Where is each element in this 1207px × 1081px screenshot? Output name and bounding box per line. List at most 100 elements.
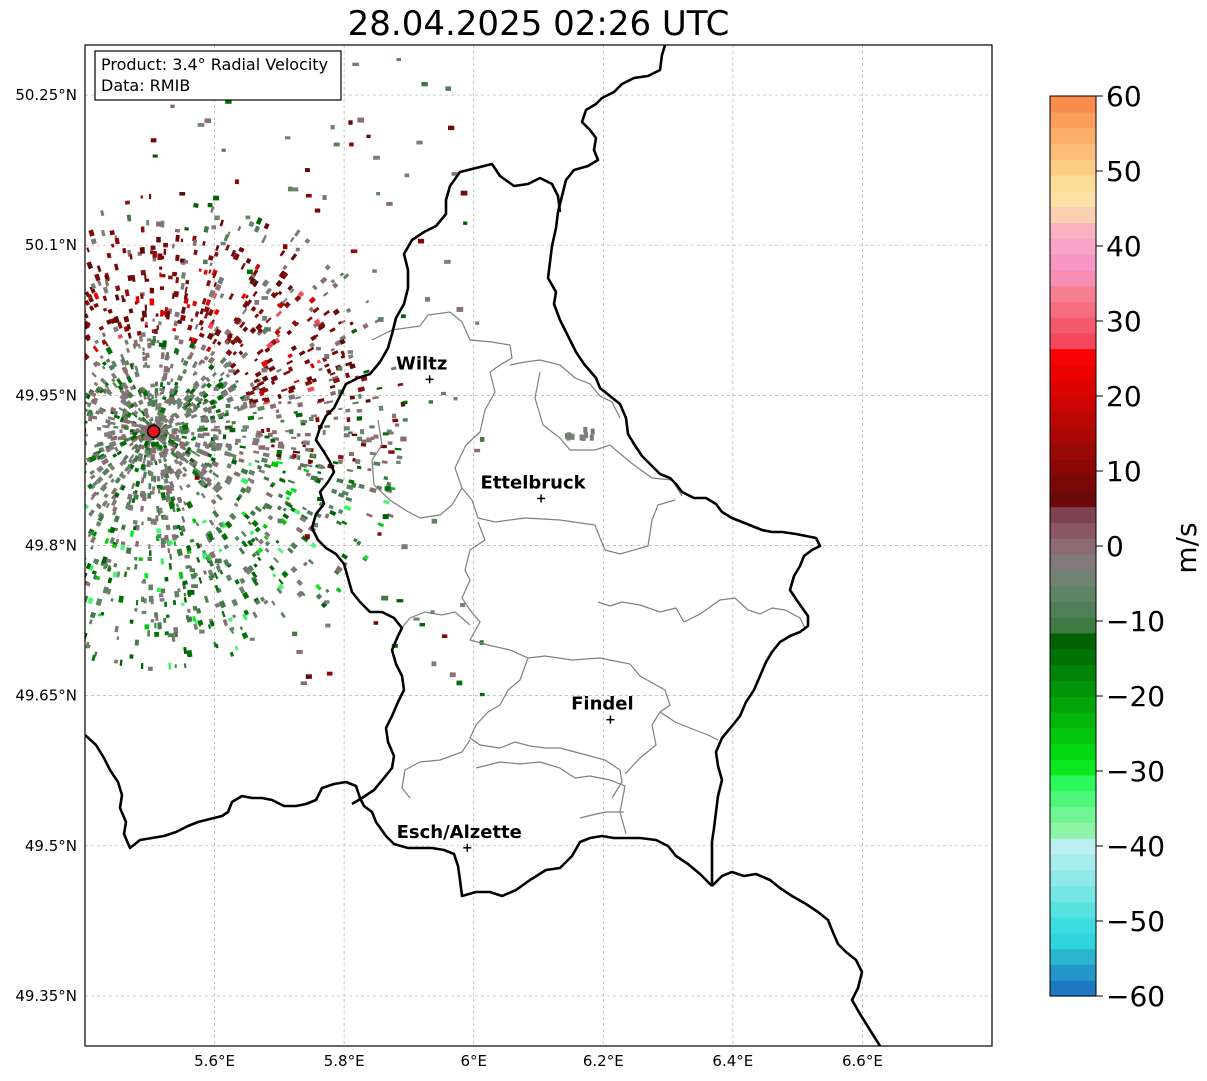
colorbar-segment <box>1050 538 1096 555</box>
colorbar-segment <box>1050 617 1096 634</box>
colorbar-segments <box>1050 96 1096 997</box>
colorbar-segment <box>1050 932 1096 950</box>
city-label: Findel <box>571 694 634 715</box>
colorbar-tick-label: 0 <box>1106 530 1124 563</box>
radar-site-dot <box>146 424 161 439</box>
colorbar-segment <box>1050 206 1096 223</box>
lon-tick-label: 5.6°E <box>194 1052 235 1070</box>
colorbar-segment <box>1050 364 1096 381</box>
colorbar-unit-label: m/s <box>1170 522 1203 573</box>
lon-tick-label: 5.8°E <box>324 1052 365 1070</box>
colorbar-segment <box>1050 822 1096 839</box>
colorbar-segment <box>1050 853 1096 871</box>
colorbar-segment <box>1050 885 1096 902</box>
colorbar-segment <box>1050 838 1096 855</box>
colorbar-segment <box>1050 96 1096 113</box>
colorbar-segment <box>1050 759 1096 776</box>
colorbar-segment <box>1050 396 1096 413</box>
colorbar-segment <box>1050 664 1096 681</box>
colorbar-tick-label: 40 <box>1106 230 1142 263</box>
colorbar-tick-label: −60 <box>1106 980 1165 1013</box>
colorbar-tick-label: 60 <box>1106 80 1142 113</box>
colorbar-segment <box>1050 348 1096 366</box>
colorbar-tick-label: 50 <box>1106 155 1142 188</box>
colorbar-segment <box>1050 174 1096 192</box>
colorbar-segment <box>1050 774 1096 792</box>
map-title: 28.04.2025 02:26 UTC <box>347 4 730 44</box>
colorbar-segment <box>1050 253 1096 271</box>
colorbar-segment <box>1050 522 1096 539</box>
colorbar-segment <box>1050 727 1096 744</box>
city-label: Ettelbruck <box>481 472 587 493</box>
velocity-colorbar: 60 50 40 30 20 10 0 −10 −20 −30 −40 −50 −60 m/s <box>1049 80 1203 1013</box>
colorbar-segment <box>1050 648 1096 666</box>
lat-tick-label: 49.8°N <box>25 537 77 555</box>
colorbar-segment <box>1050 269 1096 287</box>
national-borders <box>85 45 882 1046</box>
colorbar-segment <box>1050 869 1096 887</box>
colorbar-segment <box>1050 411 1096 429</box>
colorbar-segment <box>1050 111 1096 129</box>
colorbar-tick-label: −20 <box>1106 680 1165 713</box>
colorbar-tick-label: −40 <box>1106 830 1165 863</box>
colorbar-segment <box>1050 159 1096 176</box>
colorbar-segment <box>1050 569 1096 587</box>
lat-tick-label: 50.1°N <box>25 236 77 254</box>
colorbar-segment <box>1050 222 1096 239</box>
colorbar-segment <box>1050 301 1096 318</box>
lat-tick-label: 49.95°N <box>15 386 77 404</box>
colorbar-segment <box>1050 632 1096 650</box>
colorbar-segment <box>1050 790 1096 808</box>
colorbar-segment <box>1050 948 1096 966</box>
colorbar-tick-label: 20 <box>1106 380 1142 413</box>
district-boundaries <box>371 311 806 835</box>
colorbar-segment <box>1050 743 1096 760</box>
radar-echoes <box>85 58 595 697</box>
colorbar-tick-label: 10 <box>1106 455 1142 488</box>
colorbar-segment <box>1050 238 1096 255</box>
colorbar-segment <box>1050 806 1096 823</box>
colorbar-segment <box>1050 427 1096 444</box>
colorbar-segment <box>1050 601 1096 618</box>
city-label: Wiltz <box>396 353 447 374</box>
axis-ticks: 5.6°E 5.8°E 6°E 6.2°E 6.4°E 6.6°E 50.25°N 50.1°… <box>15 86 883 1070</box>
colorbar-segment <box>1050 190 1096 208</box>
colorbar-segment <box>1050 553 1096 571</box>
colorbar-segment <box>1050 285 1096 302</box>
colorbar-segment <box>1050 490 1096 508</box>
lat-tick-label: 49.65°N <box>15 687 77 705</box>
lon-tick-label: 6.6°E <box>842 1052 883 1070</box>
city-markers: Wiltz Ettelbruck Findel Esch/Alzette <box>396 353 634 852</box>
colorbar-segment <box>1050 696 1096 713</box>
colorbar-segment <box>1050 380 1096 397</box>
colorbar-segment <box>1050 680 1096 697</box>
colorbar-segment <box>1050 443 1096 460</box>
colorbar-segment <box>1050 964 1096 981</box>
colorbar-tick-label: 30 <box>1106 305 1142 338</box>
radar-site <box>146 424 161 439</box>
colorbar-segment <box>1050 143 1096 160</box>
colorbar-tick-label: −50 <box>1106 905 1165 938</box>
colorbar-tick-label: −10 <box>1106 605 1165 638</box>
colorbar-segment <box>1050 917 1096 934</box>
lat-tick-label: 49.35°N <box>15 987 77 1005</box>
colorbar-segment <box>1050 506 1096 523</box>
lon-tick-label: 6.2°E <box>583 1052 624 1070</box>
lat-tick-label: 49.5°N <box>25 837 77 855</box>
colorbar-tick-label: −30 <box>1106 755 1165 788</box>
colorbar-segment <box>1050 459 1096 476</box>
product-line: Product: 3.4° Radial Velocity <box>101 55 328 74</box>
colorbar-segment <box>1050 711 1096 729</box>
lat-tick-label: 50.25°N <box>15 86 77 104</box>
colorbar-segment <box>1050 127 1096 144</box>
colorbar-segment <box>1050 585 1096 602</box>
product-info-box: Product: 3.4° Radial Velocity Data: RMIB <box>94 50 342 101</box>
data-source-line: Data: RMIB <box>101 76 190 95</box>
colorbar-segment <box>1050 980 1096 997</box>
map-frame <box>84 44 993 1047</box>
colorbar-segment <box>1050 332 1096 350</box>
map-gridlines <box>85 45 992 1046</box>
city-label: Esch/Alzette <box>397 822 522 843</box>
colorbar-segment <box>1050 474 1096 492</box>
